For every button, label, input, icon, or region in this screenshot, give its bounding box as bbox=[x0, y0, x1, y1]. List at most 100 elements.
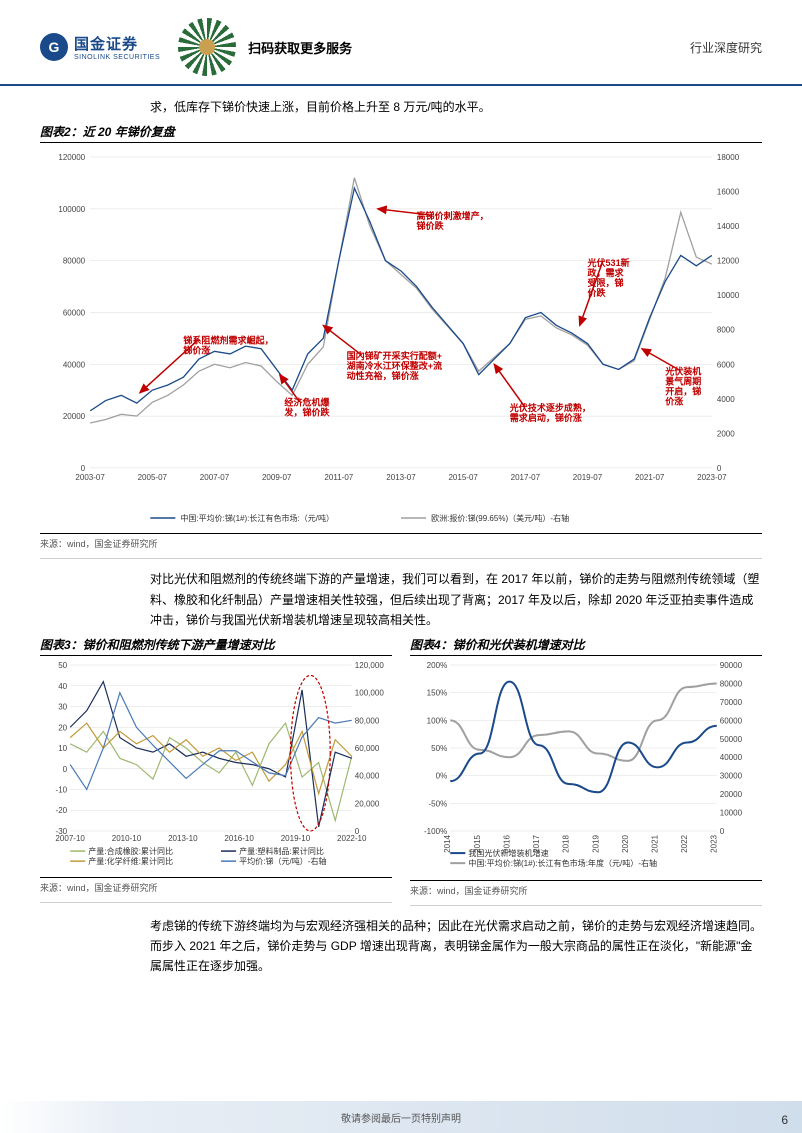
svg-text:2007-07: 2007-07 bbox=[200, 473, 230, 482]
chart2-source: 来源：wind，国金证券研究所 bbox=[40, 534, 762, 559]
svg-text:中国:平均价:锑(1#):长江有色市场:年度（元/吨）-右轴: 中国:平均价:锑(1#):长江有色市场:年度（元/吨）-右轴 bbox=[468, 859, 657, 869]
svg-text:100%: 100% bbox=[427, 717, 448, 726]
svg-text:光伏装机景气周期开启，锑价涨: 光伏装机景气周期开启，锑价涨 bbox=[664, 366, 702, 407]
svg-text:10000: 10000 bbox=[720, 809, 743, 818]
svg-text:20,000: 20,000 bbox=[355, 800, 380, 809]
svg-text:-10: -10 bbox=[56, 786, 68, 795]
svg-text:0: 0 bbox=[81, 464, 86, 473]
svg-text:90000: 90000 bbox=[720, 661, 743, 670]
svg-text:产量:化学纤维:累计同比: 产量:化学纤维:累计同比 bbox=[88, 857, 173, 867]
svg-text:6000: 6000 bbox=[717, 360, 735, 369]
chart4-source: 来源：wind，国金证券研究所 bbox=[410, 881, 762, 906]
svg-text:经济危机爆发，锑价跌: 经济危机爆发，锑价跌 bbox=[283, 397, 330, 418]
svg-text:18000: 18000 bbox=[717, 153, 740, 162]
footer-text: 敬请参阅最后一页特别声明 bbox=[341, 1110, 461, 1125]
svg-text:8000: 8000 bbox=[717, 326, 735, 335]
svg-text:2017-07: 2017-07 bbox=[511, 473, 541, 482]
svg-text:2020: 2020 bbox=[621, 835, 630, 853]
svg-text:10: 10 bbox=[58, 744, 67, 753]
svg-text:产量:塑料制品:累计同比: 产量:塑料制品:累计同比 bbox=[239, 847, 324, 857]
svg-text:-100%: -100% bbox=[424, 827, 447, 836]
svg-text:50: 50 bbox=[58, 661, 67, 670]
svg-text:40: 40 bbox=[58, 682, 67, 691]
svg-text:我国光伏新增装机增速: 我国光伏新增装机增速 bbox=[468, 849, 548, 859]
svg-text:40,000: 40,000 bbox=[355, 772, 380, 781]
svg-text:4000: 4000 bbox=[717, 395, 735, 404]
svg-text:80000: 80000 bbox=[63, 257, 86, 266]
svg-text:中国:平均价:锑(1#):长江有色市场:（元/吨）: 中国:平均价:锑(1#):长江有色市场:（元/吨） bbox=[180, 513, 334, 523]
chart3: -30-20-1001020304050020,00040,00060,0008… bbox=[40, 660, 392, 877]
svg-text:国内锑矿开采实行配额+湖南冷水江环保整改+流动性充裕，锑价涨: 国内锑矿开采实行配额+湖南冷水江环保整改+流动性充裕，锑价涨 bbox=[347, 350, 442, 381]
chart2-title: 图表2：近 20 年锑价复盘 bbox=[40, 123, 762, 143]
svg-text:2014: 2014 bbox=[443, 835, 452, 853]
svg-text:2018: 2018 bbox=[562, 835, 571, 853]
svg-text:0: 0 bbox=[717, 464, 722, 473]
paragraph-2: 对比光伏和阻燃剂的传统终端下游的产量增速，我们可以看到，在 2017 年以前，锑… bbox=[150, 569, 762, 630]
svg-text:平均价:锑（元/吨）-右轴: 平均价:锑（元/吨）-右轴 bbox=[239, 857, 326, 867]
svg-text:120000: 120000 bbox=[58, 153, 85, 162]
svg-text:2022: 2022 bbox=[680, 835, 689, 853]
chart3-svg: -30-20-1001020304050020,00040,00060,0008… bbox=[40, 660, 392, 876]
svg-text:2010-10: 2010-10 bbox=[112, 834, 142, 843]
svg-text:2013-10: 2013-10 bbox=[168, 834, 198, 843]
svg-text:光伏531新政，需求受限，锑价跌: 光伏531新政，需求受限，锑价跌 bbox=[587, 257, 630, 298]
svg-text:100,000: 100,000 bbox=[355, 689, 385, 698]
svg-text:-20: -20 bbox=[56, 807, 68, 816]
footer: 敬请参阅最后一页特别声明 6 bbox=[0, 1101, 802, 1133]
svg-text:欧洲:报价:锑(99.65%)（美元/吨）-右轴: 欧洲:报价:锑(99.65%)（美元/吨）-右轴 bbox=[431, 513, 569, 523]
svg-text:2009-07: 2009-07 bbox=[262, 473, 292, 482]
svg-text:30: 30 bbox=[58, 703, 67, 712]
scan-prompt: 扫码获取更多服务 bbox=[248, 38, 352, 57]
svg-text:40000: 40000 bbox=[63, 360, 86, 369]
svg-text:2023-07: 2023-07 bbox=[697, 473, 727, 482]
svg-text:30000: 30000 bbox=[720, 772, 743, 781]
svg-text:2021-07: 2021-07 bbox=[635, 473, 665, 482]
svg-text:20000: 20000 bbox=[720, 791, 743, 800]
svg-text:2022-10: 2022-10 bbox=[337, 834, 367, 843]
svg-text:2011-07: 2011-07 bbox=[324, 473, 353, 482]
chart3-title: 图表3：锑价和阻燃剂传统下游产量增速对比 bbox=[40, 636, 392, 656]
logo: G 国金证券 SINOLINK SECURITIES bbox=[40, 33, 160, 61]
chart4-title: 图表4：锑价和光伏装机增速对比 bbox=[410, 636, 762, 656]
paragraph-3: 考虑锑的传统下游终端均为与宏观经济强相关的品种；因此在光伏需求启动之前，锑价的走… bbox=[150, 916, 762, 977]
chart3-source: 来源：wind，国金证券研究所 bbox=[40, 878, 392, 903]
doc-type: 行业深度研究 bbox=[690, 39, 762, 56]
svg-text:100000: 100000 bbox=[58, 205, 85, 214]
svg-text:2021: 2021 bbox=[651, 835, 660, 853]
page-number: 6 bbox=[781, 1113, 788, 1127]
svg-text:产量:合成橡胶:累计同比: 产量:合成橡胶:累计同比 bbox=[88, 847, 173, 857]
svg-text:0%: 0% bbox=[436, 772, 448, 781]
svg-text:10000: 10000 bbox=[717, 291, 740, 300]
logo-icon: G bbox=[40, 33, 68, 61]
svg-text:150%: 150% bbox=[427, 689, 448, 698]
qr-code-icon bbox=[178, 18, 236, 76]
svg-text:120,000: 120,000 bbox=[355, 661, 385, 670]
svg-text:2007-10: 2007-10 bbox=[55, 834, 85, 843]
svg-text:光伏技术逐步成熟，需求启动，锑价涨: 光伏技术逐步成熟，需求启动，锑价涨 bbox=[509, 402, 591, 423]
svg-text:0: 0 bbox=[63, 765, 68, 774]
svg-text:2000: 2000 bbox=[717, 430, 735, 439]
chart4: -100%-50%0%50%100%150%200%01000020000300… bbox=[410, 660, 762, 880]
chart2: 0200004000060000800001000001200000200040… bbox=[40, 147, 762, 534]
svg-text:16000: 16000 bbox=[717, 188, 740, 197]
svg-text:60000: 60000 bbox=[63, 309, 86, 318]
svg-text:60000: 60000 bbox=[720, 717, 743, 726]
svg-text:80,000: 80,000 bbox=[355, 717, 380, 726]
svg-text:2019: 2019 bbox=[591, 835, 600, 853]
logo-cn: 国金证券 bbox=[74, 33, 160, 54]
svg-text:12000: 12000 bbox=[717, 257, 740, 266]
svg-text:锑系阻燃剂需求崛起，锑价涨: 锑系阻燃剂需求崛起，锑价涨 bbox=[183, 335, 273, 356]
svg-text:50%: 50% bbox=[431, 744, 447, 753]
svg-text:2003-07: 2003-07 bbox=[75, 473, 105, 482]
svg-text:40000: 40000 bbox=[720, 754, 743, 763]
svg-text:2013-07: 2013-07 bbox=[386, 473, 416, 482]
svg-text:2019-10: 2019-10 bbox=[281, 834, 311, 843]
svg-text:70000: 70000 bbox=[720, 698, 743, 707]
svg-text:0: 0 bbox=[720, 827, 725, 836]
intro-line: 求，低库存下锑价快速上涨，目前价格上升至 8 万元/吨的水平。 bbox=[150, 98, 762, 117]
svg-text:2005-07: 2005-07 bbox=[138, 473, 168, 482]
svg-text:50000: 50000 bbox=[720, 735, 743, 744]
svg-text:2015-07: 2015-07 bbox=[448, 473, 478, 482]
svg-text:高锑价刺激增产，锑价跌: 高锑价刺激增产，锑价跌 bbox=[417, 210, 489, 231]
svg-text:200%: 200% bbox=[427, 661, 448, 670]
